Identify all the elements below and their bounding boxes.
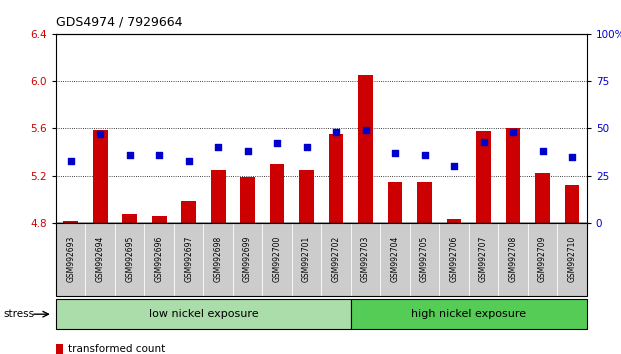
Point <box>538 148 548 154</box>
Text: GSM992698: GSM992698 <box>214 236 222 282</box>
Text: GSM992706: GSM992706 <box>450 236 458 282</box>
Text: GSM992700: GSM992700 <box>273 236 281 282</box>
Text: GSM992694: GSM992694 <box>96 236 104 282</box>
Text: GSM992701: GSM992701 <box>302 236 311 282</box>
Point <box>213 144 223 150</box>
Point <box>567 154 577 160</box>
Point <box>66 158 76 163</box>
Bar <box>417 182 432 223</box>
Bar <box>446 219 461 223</box>
Point <box>479 139 489 144</box>
Text: GSM992695: GSM992695 <box>125 236 134 282</box>
Text: GSM992702: GSM992702 <box>332 236 340 282</box>
Point <box>361 127 371 133</box>
Bar <box>63 221 78 223</box>
Point <box>449 163 459 169</box>
Bar <box>388 182 402 223</box>
Point <box>243 148 253 154</box>
Bar <box>535 173 550 223</box>
Point <box>508 129 518 135</box>
Bar <box>211 170 225 223</box>
Text: GSM992705: GSM992705 <box>420 236 429 282</box>
Text: GSM992708: GSM992708 <box>509 236 517 282</box>
Text: low nickel exposure: low nickel exposure <box>148 309 258 319</box>
Bar <box>93 130 107 223</box>
Text: stress: stress <box>3 309 34 319</box>
Point <box>302 144 312 150</box>
Point <box>154 152 164 158</box>
Text: GSM992693: GSM992693 <box>66 236 75 282</box>
Bar <box>270 164 284 223</box>
Text: GSM992697: GSM992697 <box>184 236 193 282</box>
Bar <box>358 75 373 223</box>
Bar <box>299 170 314 223</box>
Point <box>420 152 430 158</box>
Text: GSM992699: GSM992699 <box>243 236 252 282</box>
Point <box>390 150 400 156</box>
Text: GSM992707: GSM992707 <box>479 236 488 282</box>
Text: GSM992704: GSM992704 <box>391 236 399 282</box>
Point <box>184 158 194 163</box>
Point <box>95 131 105 137</box>
Point <box>272 141 282 146</box>
Text: GSM992710: GSM992710 <box>568 236 576 282</box>
Bar <box>329 134 343 223</box>
Bar <box>476 131 491 223</box>
Bar <box>564 185 579 223</box>
Text: GSM992703: GSM992703 <box>361 236 370 282</box>
Text: GDS4974 / 7929664: GDS4974 / 7929664 <box>56 16 183 29</box>
Point <box>331 129 341 135</box>
Bar <box>122 213 137 223</box>
Bar <box>152 216 166 223</box>
Bar <box>240 177 255 223</box>
Text: GSM992696: GSM992696 <box>155 236 163 282</box>
Point <box>125 152 135 158</box>
Bar <box>505 129 520 223</box>
Text: high nickel exposure: high nickel exposure <box>411 309 527 319</box>
Text: GSM992709: GSM992709 <box>538 236 547 282</box>
Bar <box>181 200 196 223</box>
Text: transformed count: transformed count <box>68 344 166 354</box>
